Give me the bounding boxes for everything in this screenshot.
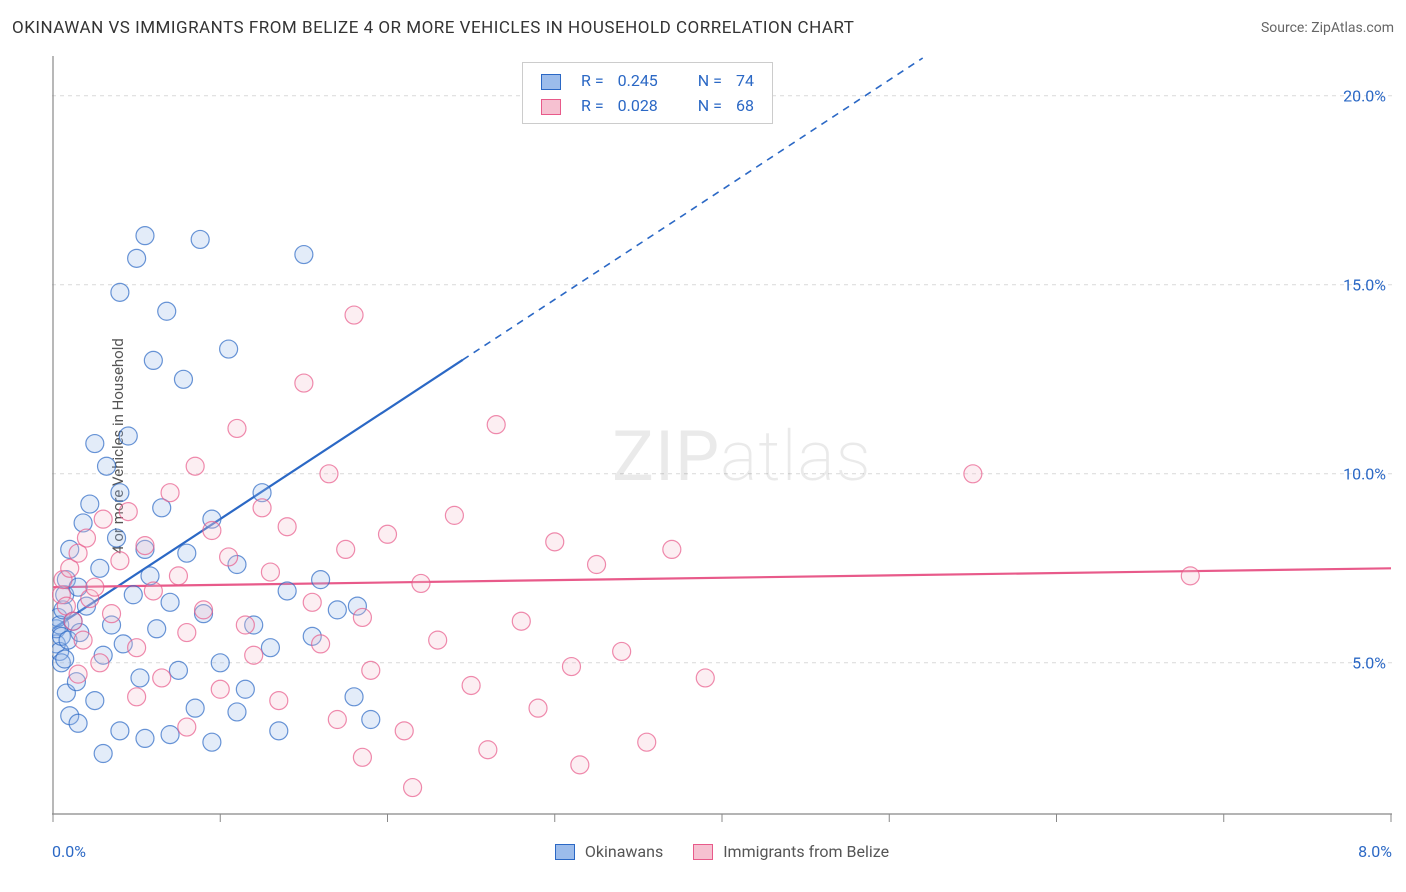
n-value-belize: 68 <box>730 94 760 117</box>
correlation-legend: R = 0.245 N = 74 R = 0.028 N = 68 <box>522 62 773 124</box>
n-label: N = <box>692 94 728 117</box>
swatch-belize <box>693 844 713 860</box>
watermark-thin: atlas <box>720 416 872 498</box>
chart-plot-area: ZIPatlas R = 0.245 N = 74 R = 0.028 N = … <box>52 56 1392 826</box>
y-tick-label: 20.0% <box>1343 86 1386 105</box>
legend-row-belize: R = 0.028 N = 68 <box>535 94 760 117</box>
legend-label-okinawans: Okinawans <box>585 842 663 861</box>
y-tick-label: 5.0% <box>1352 653 1386 672</box>
r-value-okinawans: 0.245 <box>612 69 664 92</box>
swatch-okinawans <box>541 74 561 90</box>
y-tick-label: 15.0% <box>1343 275 1386 294</box>
n-value-okinawans: 74 <box>730 69 760 92</box>
r-label: R = <box>575 69 610 92</box>
n-label: N = <box>692 69 728 92</box>
legend-item-belize: Immigrants from Belize <box>693 842 889 861</box>
legend-item-okinawans: Okinawans <box>555 842 663 861</box>
swatch-belize <box>541 99 561 115</box>
y-tick-label: 10.0% <box>1343 464 1386 483</box>
watermark: ZIPatlas <box>612 416 872 498</box>
chart-title: OKINAWAN VS IMMIGRANTS FROM BELIZE 4 OR … <box>12 18 854 38</box>
legend-label-belize: Immigrants from Belize <box>723 842 889 861</box>
r-value-belize: 0.028 <box>612 94 664 117</box>
x-max-label: 8.0% <box>1358 842 1392 861</box>
swatch-okinawans <box>555 844 575 860</box>
r-label: R = <box>575 94 610 117</box>
series-legend: Okinawans Immigrants from Belize <box>555 842 889 861</box>
x-axis-legend-row: 0.0% Okinawans Immigrants from Belize 8.… <box>52 834 1392 868</box>
x-min-label: 0.0% <box>52 842 86 861</box>
watermark-bold: ZIP <box>612 416 720 498</box>
legend-row-okinawans: R = 0.245 N = 74 <box>535 69 760 92</box>
chart-source: Source: ZipAtlas.com <box>1261 20 1394 36</box>
